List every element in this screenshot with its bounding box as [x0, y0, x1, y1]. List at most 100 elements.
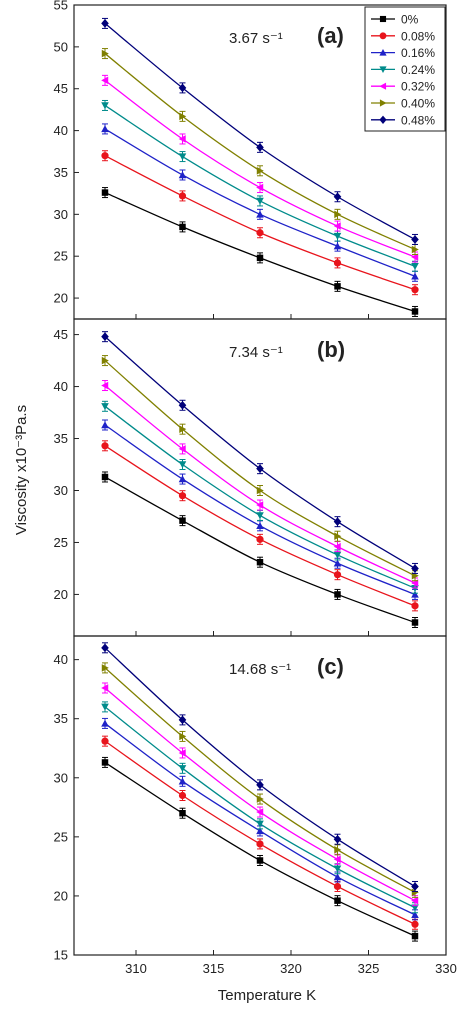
legend-marker [379, 115, 387, 124]
data-point [334, 591, 341, 598]
y-tick-label: 35 [54, 711, 68, 726]
data-point [333, 834, 342, 844]
data-point [256, 166, 264, 175]
data-point [256, 254, 264, 262]
series-0-24pct [101, 99, 419, 272]
legend-marker [379, 99, 387, 107]
legend-label: 0.32% [401, 80, 435, 94]
y-tick-label: 50 [54, 39, 68, 54]
y-tick-label: 30 [54, 207, 68, 222]
data-point [179, 732, 187, 741]
series-0-40pct [101, 48, 419, 256]
chart-panels: 20 25 30 35 40 45 50 55 3.67 s⁻¹ (a) 20 25 30 35 40 45 7… [54, 0, 457, 976]
legend-label: 0.16% [401, 46, 435, 60]
data-point [256, 840, 264, 848]
shear-rate-label: 7.34 s⁻¹ [229, 344, 283, 361]
y-tick-label: 15 [54, 948, 68, 963]
data-point [179, 112, 187, 121]
legend-label: 0.40% [401, 97, 435, 111]
data-point [411, 263, 419, 271]
data-point [256, 827, 264, 835]
x-axis-title: Temperature K [218, 987, 316, 1004]
y-tick-label: 45 [54, 81, 68, 96]
legend-entry: 0.48% [371, 113, 435, 127]
series-0-32pct [101, 380, 419, 589]
data-point [101, 442, 109, 450]
data-point [101, 152, 109, 160]
data-point [411, 286, 419, 294]
data-point [333, 551, 342, 559]
data-point [256, 795, 264, 803]
data-point [256, 486, 264, 495]
data-point [411, 888, 419, 897]
y-tick-label: 25 [54, 829, 68, 844]
y-tick-label: 20 [54, 291, 68, 306]
data-point [256, 522, 264, 530]
data-point [333, 865, 342, 873]
data-point [256, 558, 264, 566]
y-tick-label: 25 [54, 535, 68, 550]
series-0-08pct [101, 150, 419, 296]
y-axis-title: Viscosity x10⁻³Pa.s [13, 405, 30, 535]
y-tick-label: 20 [54, 587, 68, 602]
data-point [256, 210, 264, 218]
data-point [178, 777, 187, 785]
data-point [101, 49, 109, 58]
legend-label: 0.08% [401, 29, 435, 43]
data-point [101, 332, 109, 342]
data-point [256, 780, 264, 790]
data-point [178, 153, 187, 161]
data-point [101, 759, 109, 766]
data-point [333, 517, 342, 527]
data-point [101, 189, 109, 196]
shear-rate-label: 14.68 s⁻¹ [229, 661, 291, 678]
data-point [411, 590, 419, 598]
series-line [104, 476, 416, 624]
data-point [101, 643, 109, 653]
series-0pct [101, 471, 419, 628]
data-point [333, 192, 342, 202]
data-point [101, 737, 109, 745]
data-point [178, 492, 187, 500]
data-point [411, 904, 419, 912]
data-point [333, 571, 342, 579]
y-tick-label: 35 [54, 431, 68, 446]
series-0-40pct [101, 662, 419, 898]
legend-entry: 0.08% [371, 29, 435, 43]
data-point [411, 896, 419, 905]
y-tick-label: 40 [54, 652, 68, 667]
x-tick-label: 330 [435, 961, 457, 976]
x-tick-label: 315 [203, 961, 225, 976]
data-point [178, 171, 187, 179]
data-point [256, 197, 264, 205]
data-point [411, 882, 419, 891]
series-line [104, 385, 416, 584]
data-point [101, 473, 109, 481]
series-line [104, 647, 416, 888]
data-point [411, 253, 419, 261]
data-point [256, 183, 264, 192]
data-point [256, 142, 264, 152]
data-point [256, 501, 264, 509]
legend-entry: 0% [371, 13, 419, 27]
data-point [334, 210, 342, 219]
legend-entry: 0.40% [371, 97, 435, 111]
y-tick-label: 30 [54, 770, 68, 785]
legend-marker [379, 32, 387, 40]
data-point [333, 855, 341, 864]
data-point [256, 229, 264, 237]
data-point [334, 532, 342, 541]
data-point [178, 791, 187, 800]
y-tick-label: 35 [54, 165, 68, 180]
data-point [333, 559, 342, 567]
data-point [178, 461, 187, 469]
data-point [333, 242, 342, 250]
data-point [101, 421, 109, 429]
data-point [411, 308, 419, 315]
series-line [104, 336, 416, 569]
x-tick-label: 325 [358, 961, 380, 976]
legend-marker [379, 15, 387, 23]
panel-letter: (b) [317, 337, 345, 362]
data-point [256, 512, 264, 520]
